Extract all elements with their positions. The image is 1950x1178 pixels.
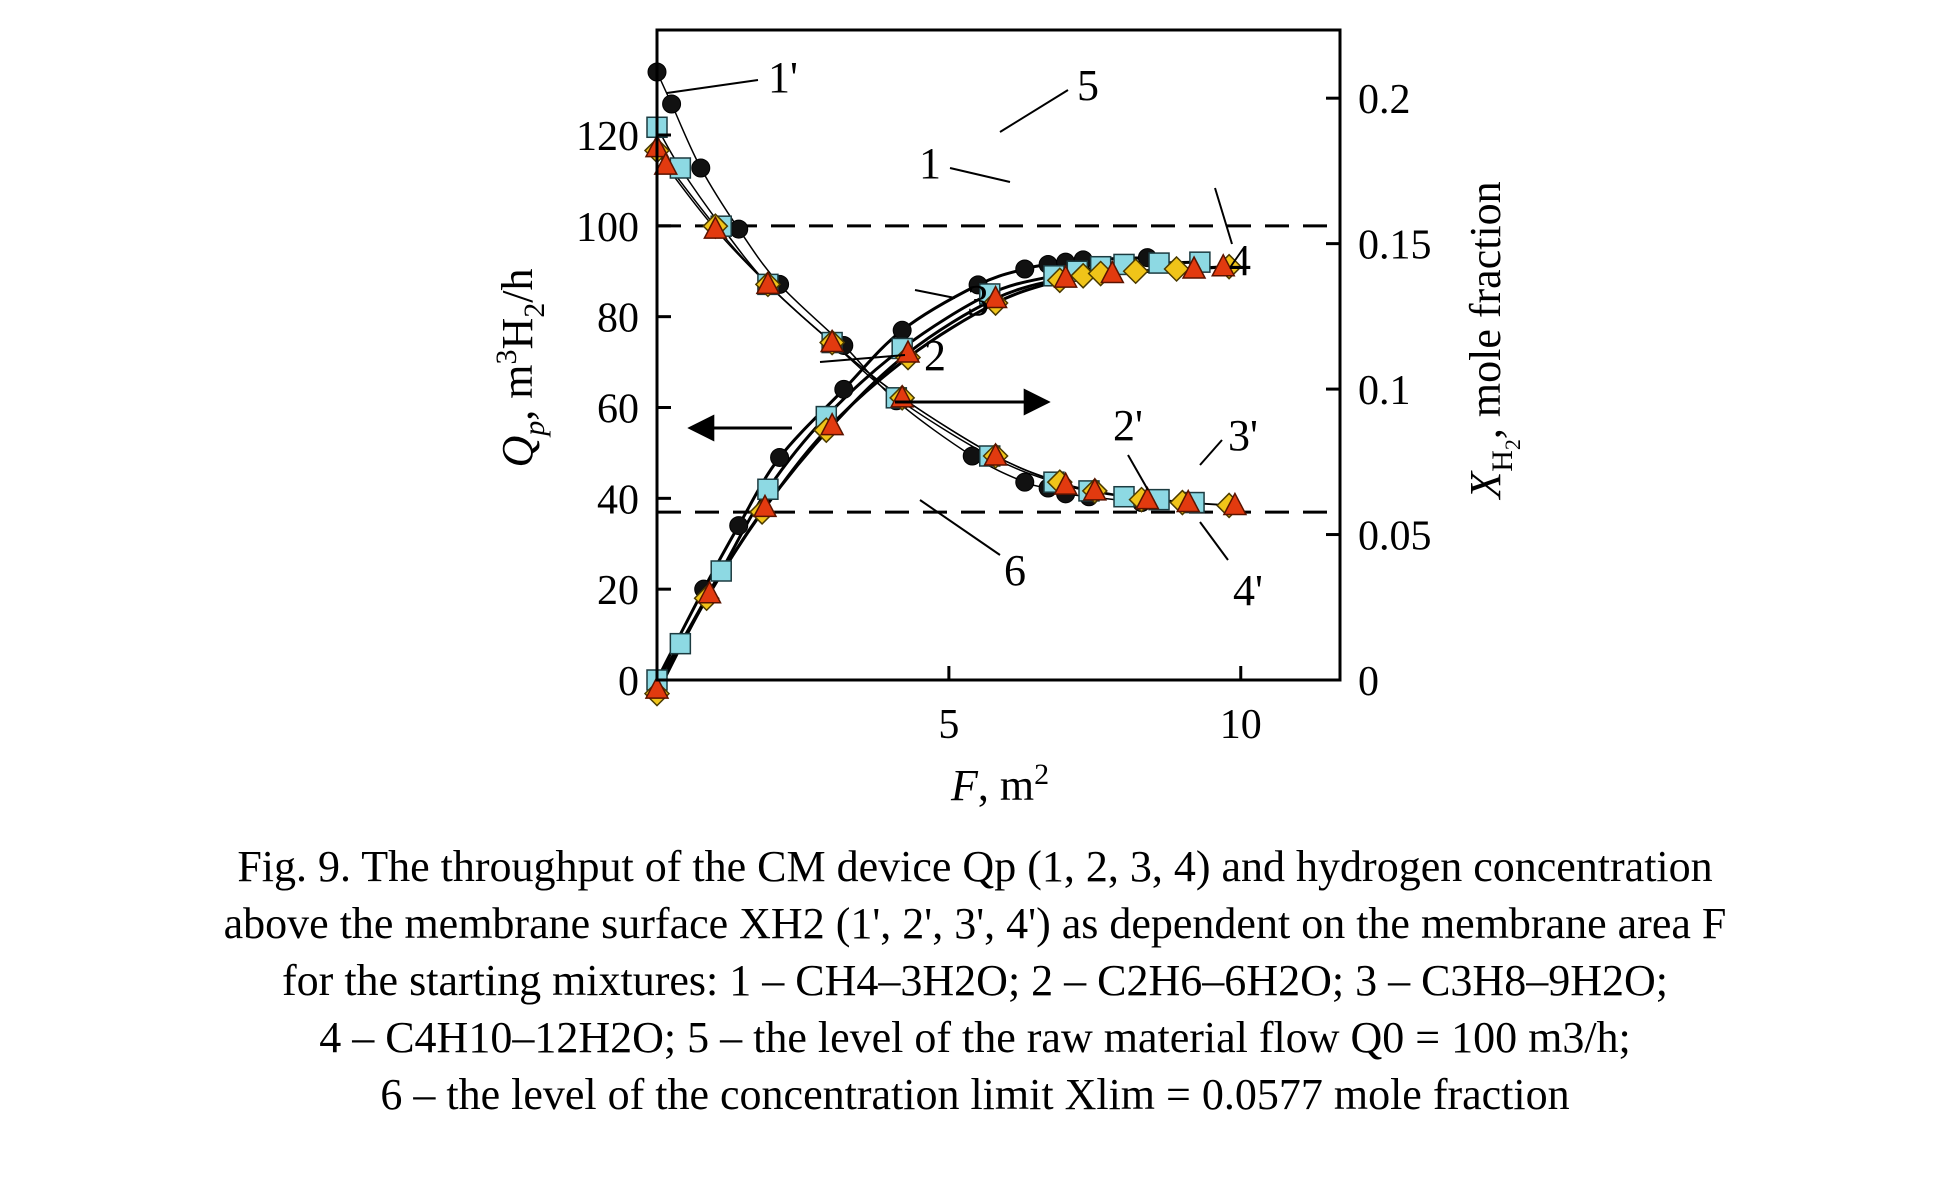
label-4p: 4'	[1233, 566, 1263, 615]
left-tick-label: 0	[618, 659, 639, 705]
data-point-series-4	[697, 580, 722, 604]
right-tick-label: 0.1	[1358, 368, 1411, 414]
leader-6	[919, 499, 1001, 556]
data-point-series-2	[710, 560, 732, 582]
label-1p: 1'	[768, 53, 798, 102]
annotations: 1' 5 1 4 32 2' 3' 4' 6	[666, 53, 1263, 615]
data-point-series-1	[892, 320, 912, 340]
label-2p: 2'	[1113, 401, 1143, 450]
data-point-series-3	[1163, 255, 1190, 283]
figure-caption: Fig. 9. The throughput of the CM device …	[60, 838, 1890, 1123]
fit-curves	[655, 71, 1235, 695]
leader-4p	[1199, 521, 1229, 561]
data-point-series-4'	[819, 328, 845, 353]
leader-3p	[1199, 439, 1223, 466]
data-point-series-1	[834, 379, 854, 399]
data-point-series-4'	[1222, 491, 1248, 516]
label-5: 5	[1077, 61, 1099, 110]
caption-line-4: 4 – C4H10–12H2O; 5 – the level of the ra…	[319, 1013, 1631, 1062]
data-point-series-1	[729, 516, 749, 536]
label-2: 2	[924, 331, 946, 380]
data-point-series-4	[819, 412, 845, 436]
data-point-series-1	[770, 447, 790, 467]
label-3: 3	[967, 276, 989, 325]
data-point-series-1'	[691, 158, 711, 178]
data-point-series-4'	[653, 151, 678, 175]
left-tick-label: 60	[597, 387, 639, 433]
x-tick-label: 5	[938, 702, 959, 748]
data-point-series-2	[669, 632, 692, 655]
left-tick-label: 120	[576, 114, 639, 160]
label-4: 4	[1229, 236, 1251, 285]
leader-5	[999, 89, 1069, 133]
left-tick-label: 100	[576, 205, 639, 251]
label-3p: 3'	[1228, 411, 1258, 460]
data-point-series-2	[757, 478, 779, 500]
data-point-series-2	[1148, 252, 1170, 274]
caption-line-3: for the starting mixtures: 1 – CH4–3H2O;…	[282, 956, 1668, 1005]
leader-4	[1214, 187, 1233, 245]
data-point-series-1'	[662, 94, 682, 114]
leader-2	[819, 354, 906, 363]
x-axis-title: F, m2	[950, 758, 1049, 810]
series-line-2	[655, 260, 1200, 681]
leader-1	[949, 167, 1011, 183]
data-markers	[643, 62, 1248, 707]
data-point-series-4	[644, 675, 670, 699]
right-axis-title: XH2, mole fraction	[1461, 181, 1525, 500]
data-point-series-4	[983, 284, 1008, 309]
right-tick-label: 0.05	[1358, 514, 1432, 560]
data-point-series-4'	[1175, 488, 1201, 513]
chart: 0 20 40 60 80 100 120 0 0.05 0.1 0.15 0.2 5 10 F, m2 Qp…	[490, 28, 1525, 810]
data-point-series-4'	[1082, 477, 1108, 501]
data-point-series-4	[1100, 259, 1125, 284]
data-point-series-4'	[1053, 471, 1078, 495]
caption-line-5: 6 – the level of the concentration limit…	[380, 1070, 1570, 1119]
data-point-series-3	[1122, 258, 1149, 285]
right-tick-label: 0.2	[1358, 77, 1411, 123]
data-point-series-4	[1211, 253, 1236, 277]
leader-2p	[1127, 454, 1149, 491]
data-point-series-4	[1181, 255, 1207, 279]
right-tick-label: 0.15	[1358, 223, 1432, 269]
left-tick-label: 40	[597, 477, 639, 523]
leader-3	[914, 289, 956, 299]
left-axis-title: Qp, m3H2/h	[490, 268, 551, 467]
data-point-series-4'	[983, 442, 1008, 466]
data-point-series-4'	[755, 270, 781, 295]
data-point-series-4	[752, 493, 778, 518]
caption-line-1: Fig. 9. The throughput of the CM device …	[237, 842, 1713, 891]
data-point-series-1'	[1015, 472, 1035, 492]
label-6: 6	[1004, 546, 1026, 595]
data-point-series-2'	[1113, 485, 1135, 508]
x-tick-label: 10	[1220, 702, 1262, 748]
data-point-series-4	[895, 339, 921, 363]
axes: 0 20 40 60 80 100 120 0 0.05 0.1 0.15 0.2 5 10 F, m2 Qp…	[490, 77, 1525, 810]
data-point-series-4'	[1135, 486, 1160, 510]
data-point-series-1	[1015, 259, 1035, 279]
left-tick-label: 20	[597, 568, 639, 614]
data-point-series-4'	[703, 215, 728, 239]
data-point-series-4	[1053, 264, 1078, 288]
data-point-series-1'	[962, 446, 982, 466]
right-tick-label: 0	[1358, 659, 1379, 705]
leader-1p	[666, 79, 759, 94]
caption-line-2: above the membrane surface XH2 (1', 2', …	[223, 899, 1727, 948]
left-tick-label: 80	[597, 296, 639, 342]
label-1: 1	[919, 139, 941, 188]
data-point-series-1'	[729, 219, 749, 239]
plot-frame	[655, 28, 1342, 682]
